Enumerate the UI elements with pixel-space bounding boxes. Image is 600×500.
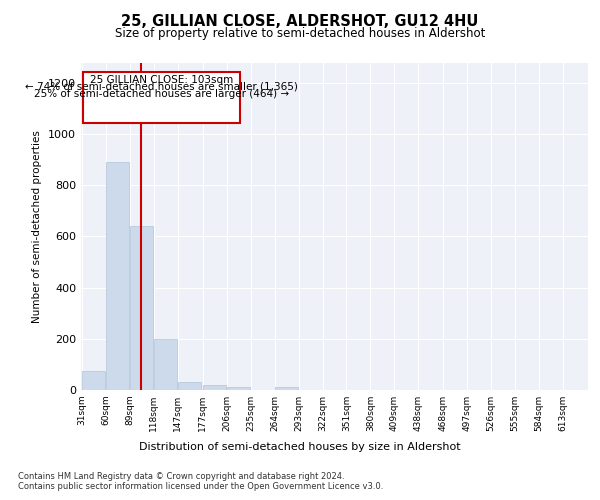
Bar bbox=[275, 387, 298, 390]
Text: Distribution of semi-detached houses by size in Aldershot: Distribution of semi-detached houses by … bbox=[139, 442, 461, 452]
Text: Size of property relative to semi-detached houses in Aldershot: Size of property relative to semi-detach… bbox=[115, 28, 485, 40]
Bar bbox=[83, 72, 240, 123]
Text: ← 74% of semi-detached houses are smaller (1,365): ← 74% of semi-detached houses are smalle… bbox=[25, 82, 298, 92]
Text: 25% of semi-detached houses are larger (464) →: 25% of semi-detached houses are larger (… bbox=[34, 88, 289, 99]
Bar bbox=[203, 385, 226, 390]
Bar bbox=[130, 226, 154, 390]
Bar bbox=[106, 162, 130, 390]
Bar bbox=[82, 371, 106, 390]
Text: 25, GILLIAN CLOSE, ALDERSHOT, GU12 4HU: 25, GILLIAN CLOSE, ALDERSHOT, GU12 4HU bbox=[121, 14, 479, 29]
Text: Contains HM Land Registry data © Crown copyright and database right 2024.: Contains HM Land Registry data © Crown c… bbox=[18, 472, 344, 481]
Text: Contains public sector information licensed under the Open Government Licence v3: Contains public sector information licen… bbox=[18, 482, 383, 491]
Bar bbox=[178, 382, 202, 390]
Bar bbox=[154, 339, 178, 390]
Bar bbox=[227, 387, 250, 390]
Text: 25 GILLIAN CLOSE: 103sqm: 25 GILLIAN CLOSE: 103sqm bbox=[90, 74, 233, 85]
Y-axis label: Number of semi-detached properties: Number of semi-detached properties bbox=[32, 130, 43, 322]
